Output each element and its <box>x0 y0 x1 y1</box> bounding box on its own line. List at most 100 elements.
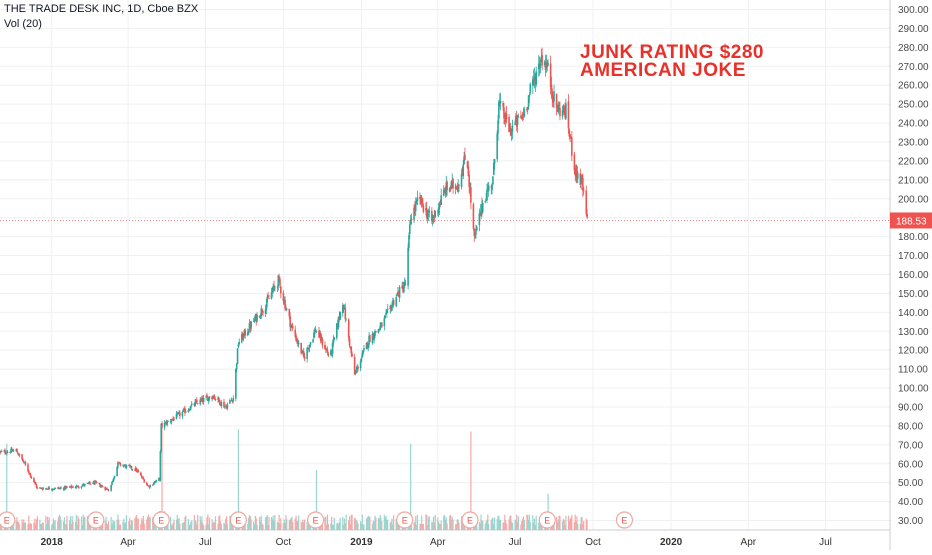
volume-bar <box>354 517 356 530</box>
y-tick-label: 80.00 <box>898 421 923 432</box>
volume-bar <box>280 518 282 530</box>
x-tick-label: Apr <box>430 537 446 548</box>
volume-bar <box>496 519 498 530</box>
volume-bar <box>390 521 392 530</box>
volume-bar <box>373 521 375 530</box>
candle-body <box>383 317 386 327</box>
volume-bar <box>22 523 24 530</box>
candle-body <box>343 307 346 309</box>
volume-bar <box>514 519 516 530</box>
candle-body <box>420 197 423 203</box>
candle-body <box>375 330 377 333</box>
volume-bar <box>218 516 220 530</box>
volume-bar <box>18 524 21 530</box>
volume-bar <box>259 517 261 530</box>
candle-body <box>160 423 163 451</box>
volume-bar <box>486 519 488 530</box>
candle-body <box>28 472 31 474</box>
candle-body <box>194 401 196 407</box>
volume-bar <box>510 515 512 530</box>
candle-body <box>11 448 13 452</box>
candle-body <box>220 402 223 407</box>
candle-body <box>201 398 204 402</box>
volume-bar <box>443 515 445 530</box>
candle-body <box>213 396 215 399</box>
y-tick-label: 150.00 <box>898 289 929 300</box>
volume-bar <box>261 523 263 530</box>
volume-bar <box>104 520 106 530</box>
volume-bar <box>573 522 575 530</box>
candle-body <box>45 488 48 490</box>
volume-bar <box>488 523 490 530</box>
candle-body <box>422 205 425 212</box>
volume-bar <box>361 514 363 530</box>
candle-body <box>161 423 163 427</box>
candle-body <box>167 421 169 423</box>
candle-body <box>181 411 184 417</box>
candle-body <box>527 95 530 108</box>
candle-body <box>75 485 78 488</box>
volume-bar <box>181 522 184 530</box>
volume-bar <box>296 521 298 530</box>
candle-body <box>474 235 476 236</box>
volume-bar <box>113 520 116 530</box>
volume-bar <box>571 515 573 530</box>
volume-bar <box>136 518 139 530</box>
volume-bar <box>585 518 587 530</box>
candle-body <box>398 287 401 298</box>
candle-body <box>189 409 191 411</box>
volume-bar <box>497 515 499 530</box>
volume-bar <box>87 523 89 530</box>
candle-body <box>309 342 312 345</box>
candle-body <box>538 62 541 68</box>
candle-body <box>410 218 413 221</box>
candle-body <box>93 481 95 485</box>
volume-bar <box>47 520 49 530</box>
candle-body <box>46 489 49 491</box>
volume-bar <box>57 521 59 530</box>
volume-bar <box>171 525 173 530</box>
volume-bar <box>515 519 517 530</box>
volume-bar <box>259 521 262 530</box>
candle-body <box>338 315 341 319</box>
candle-body <box>140 472 142 476</box>
candle-body <box>95 482 98 483</box>
candle-body <box>110 485 112 491</box>
volume-bar <box>580 517 582 530</box>
volume-bar <box>35 524 37 530</box>
volume-bar <box>36 516 38 530</box>
y-tick-label: 250.00 <box>898 100 929 111</box>
candle-body <box>219 403 222 406</box>
candle-body <box>391 304 393 311</box>
candle-body <box>396 293 398 296</box>
candle-body <box>421 198 424 206</box>
candle-body <box>339 311 342 320</box>
candle-body <box>95 481 97 483</box>
candle-body <box>564 110 566 118</box>
volume-bar <box>344 523 346 530</box>
volume-bar <box>274 514 276 530</box>
earnings-marker-label: E <box>544 516 550 526</box>
volume-bar <box>532 514 534 530</box>
volume-bar <box>250 519 252 530</box>
candle-body <box>409 219 412 225</box>
candle-body <box>451 180 454 183</box>
candle-body <box>87 482 90 484</box>
candle-body <box>359 361 362 369</box>
volume-bar <box>533 522 535 530</box>
candle-body <box>104 486 107 490</box>
candle-body <box>496 133 498 160</box>
candle-body <box>440 195 442 205</box>
candle-body <box>196 403 199 405</box>
earnings-marker <box>396 511 414 529</box>
candle-body <box>277 275 280 287</box>
candle-body <box>461 173 464 176</box>
candle-body <box>56 487 59 489</box>
y-tick-label: 170.00 <box>898 251 929 262</box>
volume-bar <box>152 517 154 530</box>
volume-bar <box>195 521 197 530</box>
candle-body <box>407 247 409 286</box>
volume-bar <box>456 519 458 530</box>
candle-body <box>503 107 505 119</box>
